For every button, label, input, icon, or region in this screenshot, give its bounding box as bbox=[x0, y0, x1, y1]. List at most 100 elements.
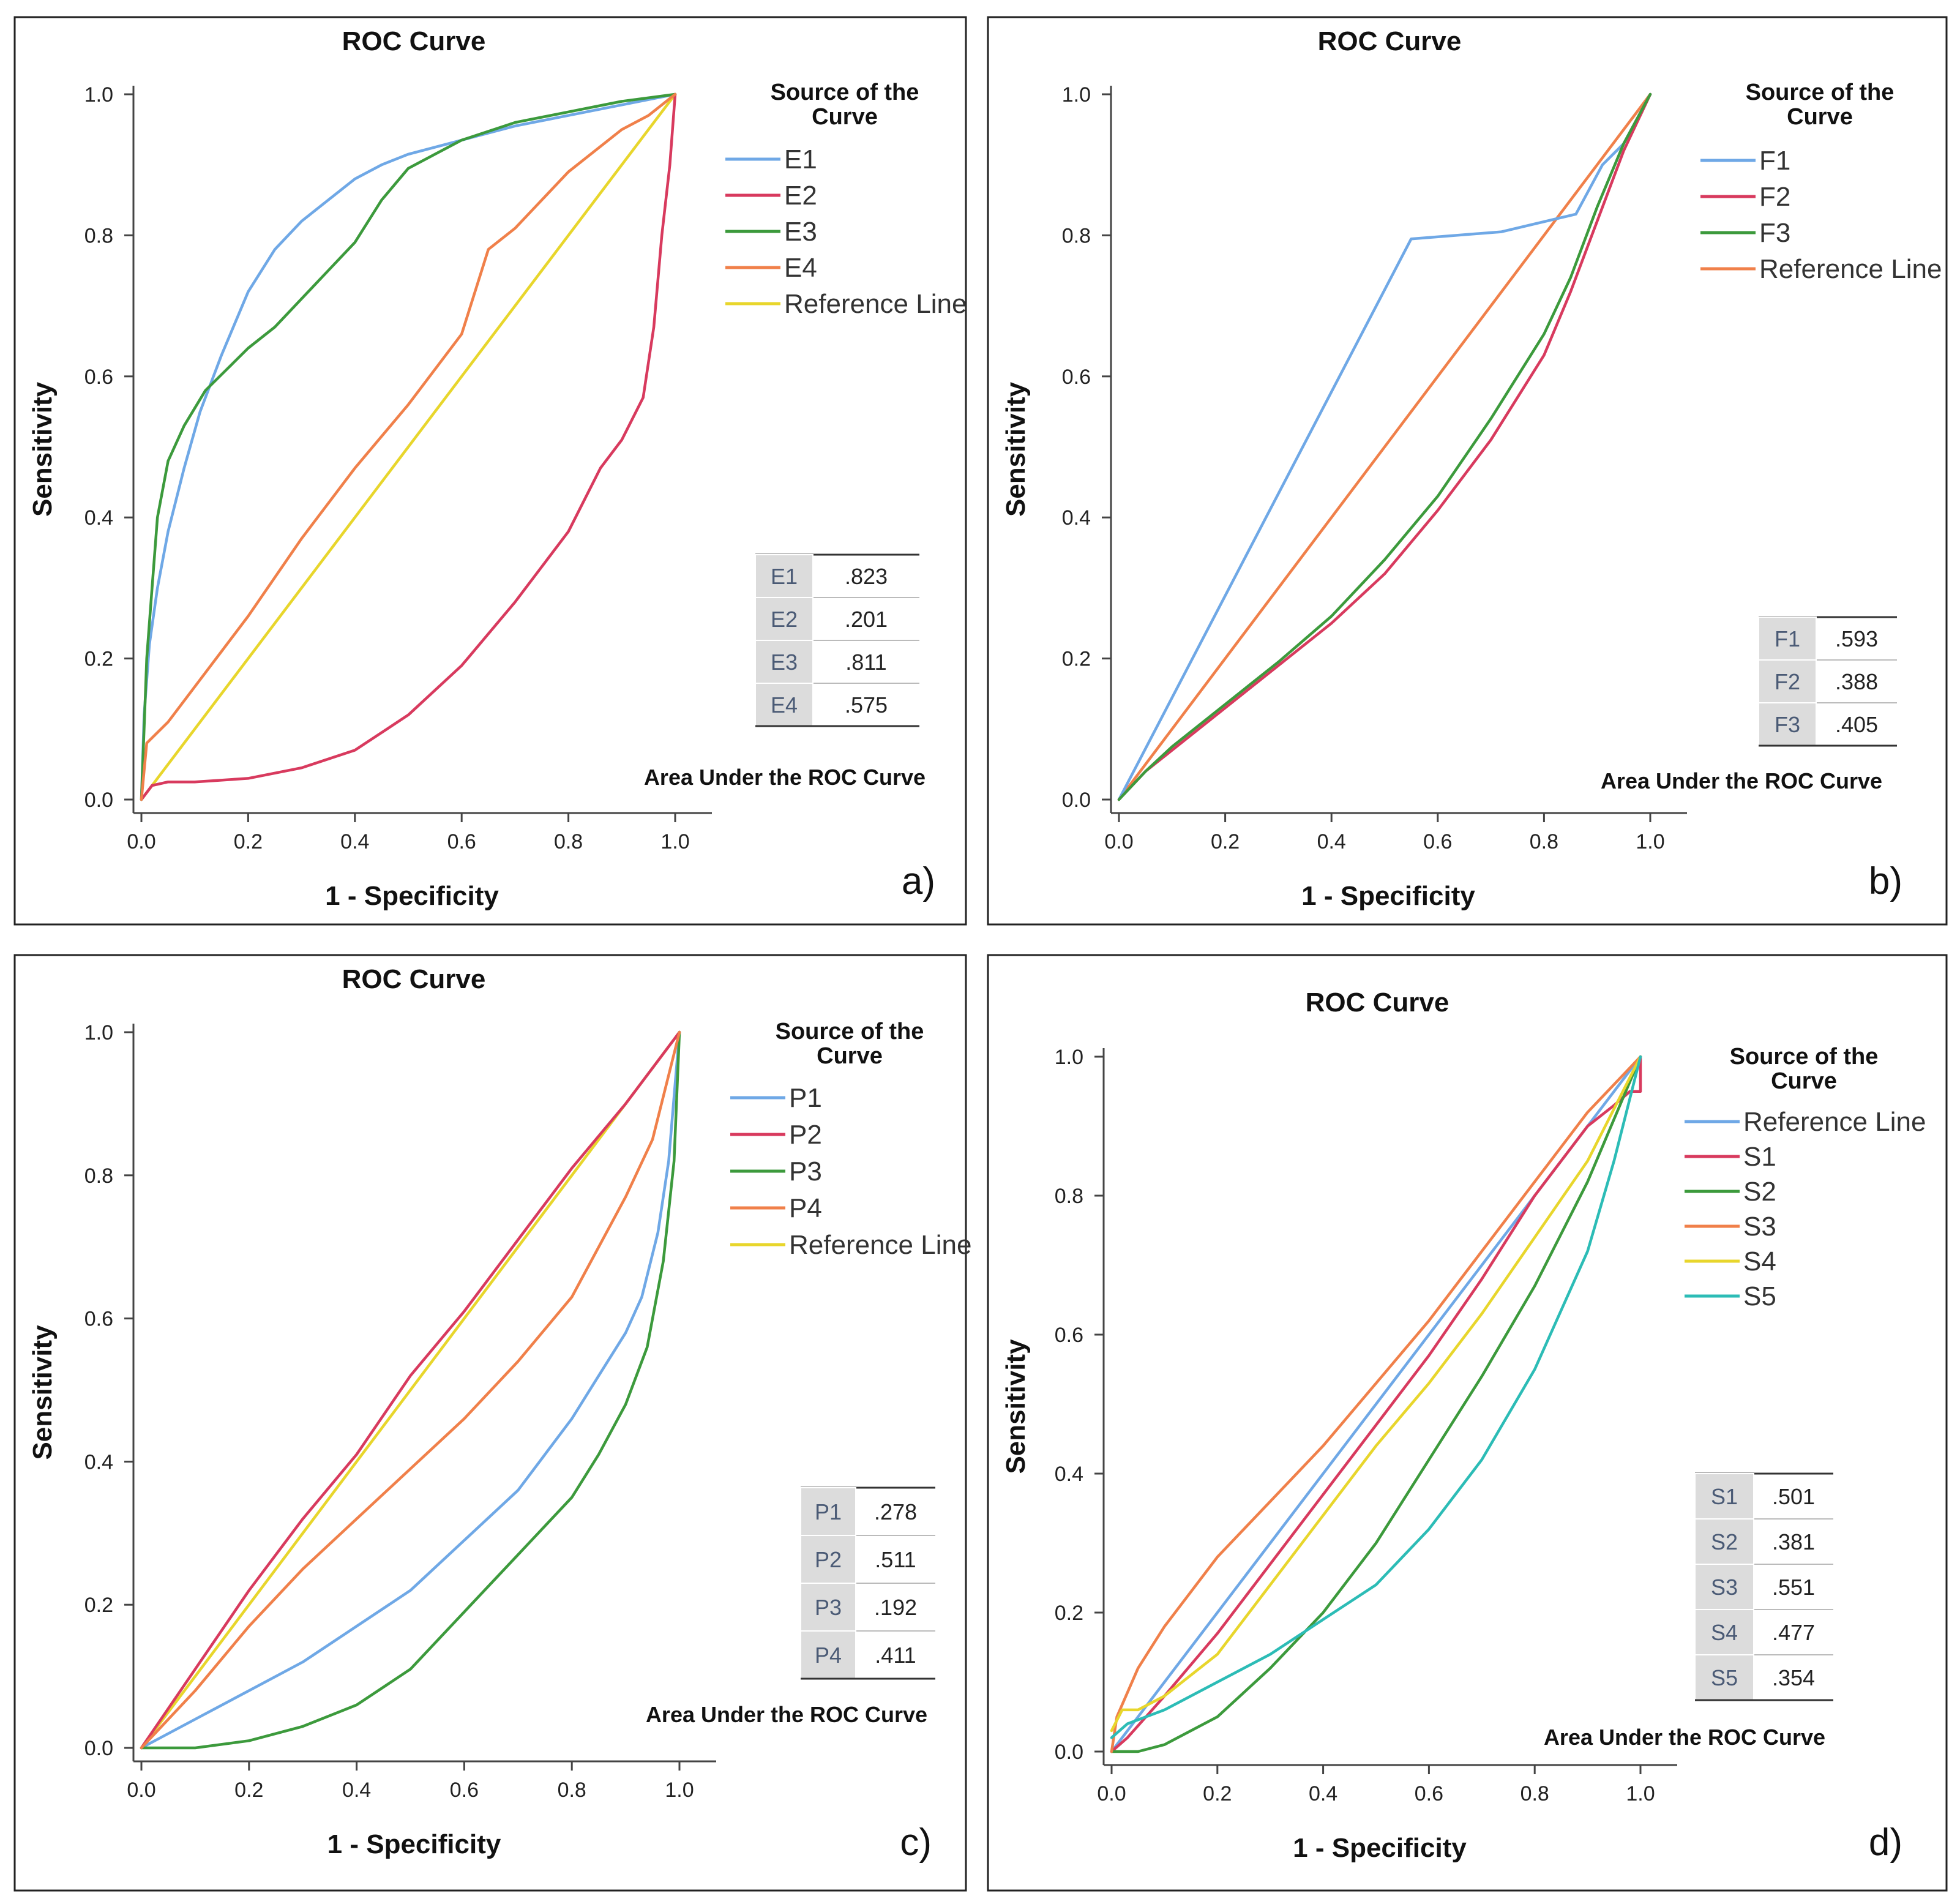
legend: Source of the Curve Reference Line S1 S2 S3 S4… bbox=[1685, 1044, 1926, 1311]
legend-entry: F2 bbox=[1759, 182, 1790, 212]
x-tick-label: 0.2 bbox=[234, 1778, 263, 1802]
auc-row-header-cell bbox=[1758, 702, 1817, 746]
auc-row-value: .575 bbox=[845, 692, 888, 718]
auc-row-value: .354 bbox=[1772, 1665, 1815, 1690]
series-line-s2 bbox=[1110, 1055, 1642, 1753]
x-tick-label: 1.0 bbox=[1636, 830, 1664, 853]
auc-row-value: .511 bbox=[875, 1547, 916, 1572]
x-tick-label: 0.2 bbox=[1211, 830, 1240, 853]
auc-row-header-cell bbox=[1694, 1654, 1754, 1701]
series-line-p3 bbox=[140, 1030, 681, 1750]
auc-row-value: .593 bbox=[1835, 626, 1878, 651]
y-axis-title: Sensitivity bbox=[28, 1325, 58, 1460]
auc-row-name: E1 bbox=[771, 564, 798, 589]
roc-panel-1: ROC Curve 0.0 0.2 0.4 0.6 0.8 1.0 0.0 0.2 0.4 0.6 0… bbox=[13, 16, 967, 926]
series-line-f3 bbox=[1117, 92, 1652, 801]
x-tick-label: 0.8 bbox=[1530, 830, 1558, 853]
legend-title: Source of the Curve bbox=[1730, 1044, 1879, 1094]
x-tick-label: 0.2 bbox=[1203, 1782, 1232, 1805]
series-line-reference-line bbox=[140, 1030, 681, 1750]
series-line-e4 bbox=[140, 92, 677, 801]
y-tick-label: 0.4 bbox=[1055, 1463, 1083, 1486]
legend-entry: F1 bbox=[1759, 146, 1790, 176]
y-tick-label: 0.2 bbox=[1055, 1602, 1083, 1625]
auc-row-header-cell bbox=[800, 1630, 856, 1679]
legend-entry: Reference Line bbox=[784, 289, 967, 319]
series-line-e2 bbox=[140, 92, 677, 801]
series-line-f2 bbox=[1117, 92, 1652, 801]
auc-row-header-cell bbox=[755, 597, 814, 641]
auc-row-name: F2 bbox=[1775, 669, 1800, 694]
auc-caption: Area Under the ROC Curve bbox=[1544, 1725, 1825, 1750]
auc-row-value: .501 bbox=[1772, 1484, 1815, 1509]
auc-row-name: S2 bbox=[1711, 1529, 1738, 1554]
legend-entry: P2 bbox=[789, 1120, 822, 1150]
series-line-s3 bbox=[1110, 1055, 1642, 1753]
auc-row-header-cell bbox=[755, 640, 814, 684]
auc-row-name: E2 bbox=[771, 607, 798, 632]
y-tick-label: 0.4 bbox=[1062, 506, 1091, 530]
x-tick-label: 0.6 bbox=[447, 830, 476, 853]
series-line-p2 bbox=[140, 1030, 681, 1750]
legend-entry: E2 bbox=[784, 181, 817, 211]
series-line-p1 bbox=[140, 1030, 681, 1750]
y-axis-title: Sensitivity bbox=[1001, 381, 1031, 517]
x-tick-label: 0.6 bbox=[1415, 1782, 1443, 1805]
legend-entry: S3 bbox=[1743, 1212, 1776, 1242]
x-tick-label: 0.0 bbox=[127, 1778, 155, 1802]
auc-caption: Area Under the ROC Curve bbox=[644, 765, 926, 790]
y-tick-label: 1.0 bbox=[84, 83, 113, 107]
legend-entry: Reference Line bbox=[789, 1230, 971, 1260]
panel-letter: c) bbox=[900, 1821, 932, 1864]
x-tick-label: 0.4 bbox=[1309, 1782, 1337, 1805]
auc-row-header-cell bbox=[1694, 1518, 1754, 1565]
auc-row-name: P4 bbox=[815, 1643, 842, 1668]
auc-row-header-cell bbox=[800, 1487, 856, 1536]
legend-entry: E3 bbox=[784, 217, 817, 247]
y-tick-label: 1.0 bbox=[84, 1021, 113, 1044]
y-tick-label: 0.6 bbox=[84, 1308, 113, 1331]
y-tick-label: 0.0 bbox=[84, 1737, 113, 1760]
y-tick-label: 0.8 bbox=[84, 1164, 113, 1188]
legend: Source of the Curve P1 P2 P3 P4 Reference Line bbox=[730, 1019, 971, 1260]
series-line-reference-line bbox=[140, 92, 677, 801]
auc-row-name: S4 bbox=[1711, 1620, 1738, 1645]
auc-row-value: .388 bbox=[1835, 669, 1878, 694]
y-tick-label: 0.8 bbox=[84, 224, 113, 247]
series-line-e1 bbox=[140, 92, 677, 801]
y-tick-label: 0.8 bbox=[1062, 224, 1091, 247]
chart-title: ROC Curve bbox=[342, 964, 486, 994]
legend: Source of the Curve E1 E2 E3 E4 Reference Line bbox=[725, 80, 967, 319]
x-tick-label: 0.0 bbox=[1097, 1782, 1126, 1805]
y-tick-label: 0.0 bbox=[1055, 1741, 1083, 1764]
x-tick-label: 1.0 bbox=[1626, 1782, 1655, 1805]
auc-row-header-cell bbox=[1694, 1473, 1754, 1520]
x-tick-label: 0.8 bbox=[554, 830, 583, 853]
auc-row-value: .477 bbox=[1772, 1620, 1815, 1645]
auc-row-header-cell bbox=[755, 554, 814, 598]
auc-row-header-cell bbox=[1758, 659, 1817, 703]
panel-frame bbox=[987, 954, 1948, 1892]
x-axis-title: 1 - Specificity bbox=[325, 881, 499, 911]
legend-entry: E4 bbox=[784, 253, 817, 283]
auc-row-name: S5 bbox=[1711, 1665, 1738, 1690]
auc-table: P1 .278 P2 .511 P3 .192 P4 .411 bbox=[800, 1486, 935, 1680]
legend-entry: F3 bbox=[1759, 218, 1790, 248]
panel-letter: b) bbox=[1869, 860, 1902, 902]
x-tick-label: 0.8 bbox=[1520, 1782, 1549, 1805]
chart-title: ROC Curve bbox=[342, 26, 486, 56]
y-tick-label: 1.0 bbox=[1062, 83, 1091, 107]
x-tick-label: 0.0 bbox=[127, 830, 155, 853]
auc-row-name: S1 bbox=[1711, 1484, 1738, 1509]
y-tick-label: 0.2 bbox=[84, 1594, 113, 1617]
y-axis-title: Sensitivity bbox=[28, 381, 58, 517]
y-tick-label: 0.0 bbox=[84, 789, 113, 812]
legend-entry: Reference Line bbox=[1759, 254, 1942, 284]
auc-row-header-cell bbox=[800, 1535, 856, 1584]
auc-row-header-cell bbox=[1694, 1564, 1754, 1610]
y-tick-label: 0.2 bbox=[1062, 648, 1091, 671]
y-tick-label: 1.0 bbox=[1055, 1046, 1083, 1069]
chart-title: ROC Curve bbox=[1318, 26, 1462, 56]
auc-row-value: .381 bbox=[1772, 1529, 1815, 1554]
